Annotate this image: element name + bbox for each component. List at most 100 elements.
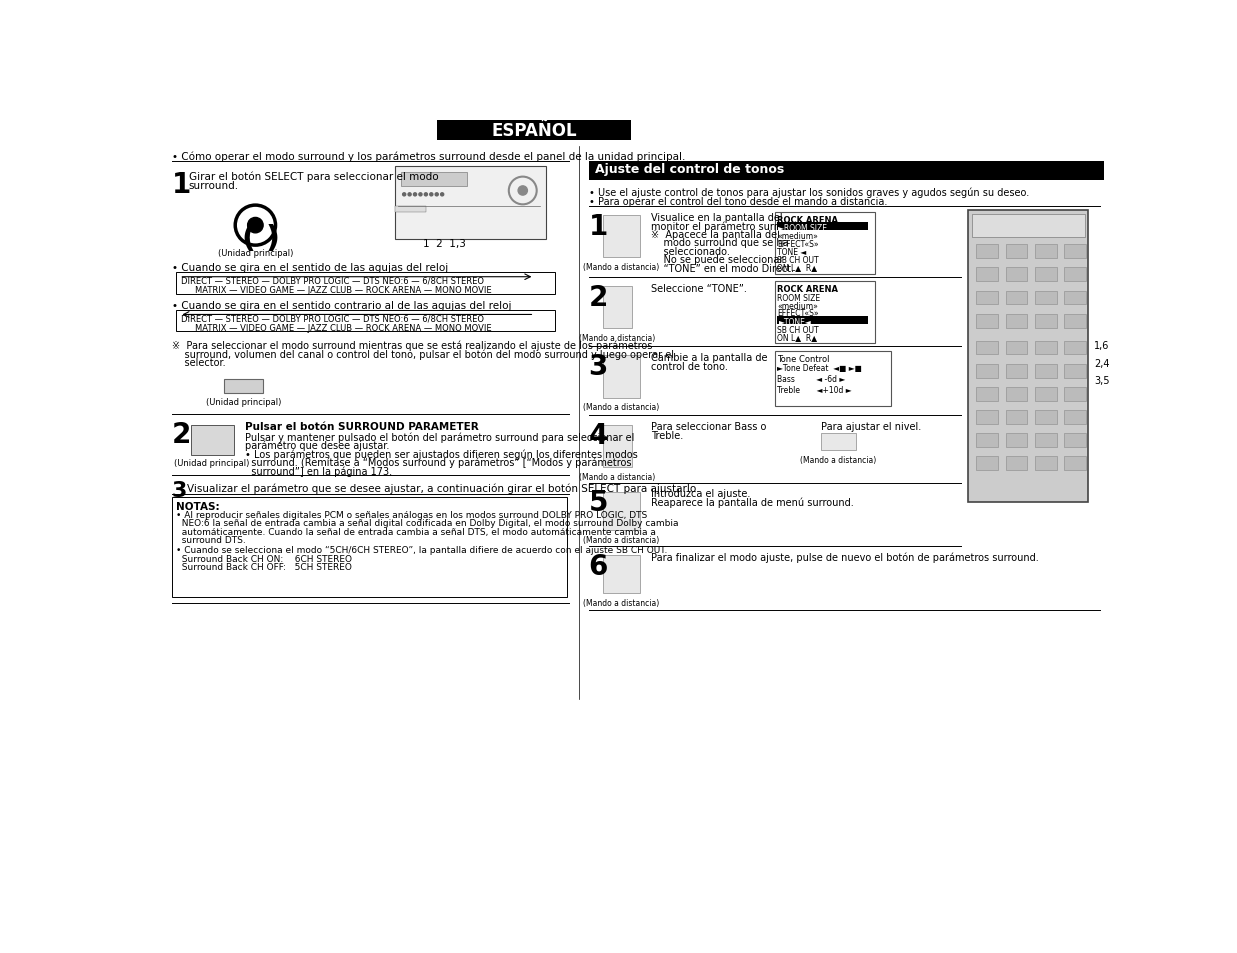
Text: control de tono.: control de tono. xyxy=(651,361,727,372)
Text: modo surround que se ha: modo surround que se ha xyxy=(651,238,788,248)
Text: 2,4: 2,4 xyxy=(1094,359,1110,369)
Bar xyxy=(777,316,868,324)
Text: ROCK ARENA: ROCK ARENA xyxy=(777,285,837,294)
Circle shape xyxy=(440,193,444,196)
Text: surround, volumen del canal o control del tono, pulsar el botón del modo surroun: surround, volumen del canal o control de… xyxy=(172,349,674,359)
Text: (Mando a distancia): (Mando a distancia) xyxy=(583,263,659,272)
Text: automáticamente. Cuando la señal de entrada cambia a señal DTS, el modo automáti: automáticamente. Cuando la señal de entr… xyxy=(176,527,656,537)
Text: Para finalizar el modo ajuste, pulse de nuevo el botón de parámetros surround.: Para finalizar el modo ajuste, pulse de … xyxy=(651,552,1038,562)
Bar xyxy=(976,364,998,378)
Bar xyxy=(976,411,998,424)
Circle shape xyxy=(518,187,527,196)
Text: EFFECT«S»: EFFECT«S» xyxy=(777,309,819,318)
Text: Ajuste del control de tonos: Ajuste del control de tonos xyxy=(595,163,784,175)
Bar xyxy=(602,555,640,594)
Bar xyxy=(176,311,555,332)
Text: 3: 3 xyxy=(589,353,609,381)
Bar xyxy=(1035,341,1056,355)
Bar xyxy=(1006,364,1027,378)
Text: ►ROOM SIZE: ►ROOM SIZE xyxy=(778,224,828,233)
Bar xyxy=(1035,268,1056,282)
Text: 5: 5 xyxy=(589,489,609,517)
Circle shape xyxy=(413,193,417,196)
Bar xyxy=(1065,388,1086,401)
Text: Surround Back CH OFF:   5CH STEREO: Surround Back CH OFF: 5CH STEREO xyxy=(176,563,351,572)
Text: NEO:6 la señal de entrada cambia a señal digital codificada en Dolby Digital, el: NEO:6 la señal de entrada cambia a señal… xyxy=(176,519,678,528)
Text: Tone Control: Tone Control xyxy=(777,355,830,363)
Text: 6: 6 xyxy=(589,552,609,580)
Text: • Los parámetros que pueden ser ajustados difieren según los diferentes modos: • Los parámetros que pueden ser ajustado… xyxy=(245,449,638,459)
Text: (Unidad principal): (Unidad principal) xyxy=(218,249,293,258)
Bar xyxy=(401,172,466,187)
Circle shape xyxy=(408,193,411,196)
Bar xyxy=(1035,434,1056,447)
Circle shape xyxy=(435,193,438,196)
Text: Pulsar el botón SURROUND PARAMETER: Pulsar el botón SURROUND PARAMETER xyxy=(245,421,479,432)
Text: surround”] en la página 173.: surround”] en la página 173. xyxy=(245,466,392,476)
Bar xyxy=(976,245,998,259)
Circle shape xyxy=(424,193,428,196)
Bar xyxy=(1035,314,1056,328)
Text: (Mando a distancia): (Mando a distancia) xyxy=(583,403,659,412)
Text: 1: 1 xyxy=(172,171,190,198)
Text: parámetro que desee ajustar.: parámetro que desee ajustar. xyxy=(245,440,390,451)
Text: • Cómo operar el modo surround y los parámetros surround desde el panel de la un: • Cómo operar el modo surround y los par… xyxy=(172,152,685,162)
Text: (Mando a distancia): (Mando a distancia) xyxy=(579,334,656,342)
Text: surround DTS.: surround DTS. xyxy=(176,536,245,545)
Bar xyxy=(1065,268,1086,282)
Text: ROOM SIZE: ROOM SIZE xyxy=(777,294,820,302)
Text: ON L▲  R▲: ON L▲ R▲ xyxy=(777,333,818,342)
Text: 2: 2 xyxy=(172,420,190,449)
Text: NOTAS:: NOTAS: xyxy=(176,501,219,511)
Bar xyxy=(976,268,998,282)
Text: surround. (Remítase a “Modos surround y parámetros” [“Modos y parámetros: surround. (Remítase a “Modos surround y … xyxy=(245,457,632,468)
Bar xyxy=(774,282,876,344)
Bar xyxy=(602,425,632,467)
Bar xyxy=(821,434,856,451)
Circle shape xyxy=(419,193,422,196)
Bar xyxy=(1035,364,1056,378)
Bar xyxy=(602,287,632,329)
Text: 1: 1 xyxy=(589,213,607,241)
Bar xyxy=(976,434,998,447)
Text: Reaparece la pantalla de menú surround.: Reaparece la pantalla de menú surround. xyxy=(651,497,854,508)
Text: • Cuando se gira en el sentido contrario al de las agujas del reloj: • Cuando se gira en el sentido contrario… xyxy=(172,300,511,311)
Circle shape xyxy=(402,193,406,196)
Text: DIRECT — STEREO — DOLBY PRO LOGIC — DTS NEO:6 — 6/8CH STEREO: DIRECT — STEREO — DOLBY PRO LOGIC — DTS … xyxy=(181,276,484,286)
Text: 2: 2 xyxy=(589,284,609,312)
Bar xyxy=(224,379,263,394)
Bar xyxy=(1035,456,1056,471)
Text: Pulsar y mantener pulsado el botón del parámetro surround para seleccionar el: Pulsar y mantener pulsado el botón del p… xyxy=(245,432,635,442)
Text: Cambie a la pantalla de: Cambie a la pantalla de xyxy=(651,353,767,363)
Text: monitor el parámetro surround.: monitor el parámetro surround. xyxy=(651,221,804,232)
Bar xyxy=(1065,292,1086,305)
Text: surround.: surround. xyxy=(189,180,239,191)
Text: EFFECT«S»: EFFECT«S» xyxy=(777,240,819,249)
Text: Para seleccionar Bass o: Para seleccionar Bass o xyxy=(651,422,766,432)
Bar xyxy=(1065,364,1086,378)
Text: Visualice en la pantalla del: Visualice en la pantalla del xyxy=(651,213,782,223)
Text: ESPAÑOL: ESPAÑOL xyxy=(491,122,578,140)
Bar xyxy=(1065,341,1086,355)
Bar xyxy=(777,223,868,231)
Text: selector.: selector. xyxy=(172,357,225,368)
Bar xyxy=(1065,314,1086,328)
Text: • Al reproducir señales digitales PCM o señales análogas en los modos surround D: • Al reproducir señales digitales PCM o … xyxy=(176,511,647,519)
Bar xyxy=(1035,411,1056,424)
Bar xyxy=(1006,341,1027,355)
Text: ►Tone Defeat  ◄■ ►■: ►Tone Defeat ◄■ ►■ xyxy=(777,364,862,373)
Bar xyxy=(1035,245,1056,259)
Text: • Cuando se selecciona el modo “5CH/6CH STEREO”, la pantalla difiere de acuerdo : • Cuando se selecciona el modo “5CH/6CH … xyxy=(176,546,667,555)
Text: (Mando a distancia): (Mando a distancia) xyxy=(800,456,876,464)
Bar xyxy=(774,213,876,274)
Text: ※  Apacece la pantalla del: ※ Apacece la pantalla del xyxy=(651,230,779,240)
Bar xyxy=(976,292,998,305)
Text: 3,5: 3,5 xyxy=(1094,375,1110,386)
Bar xyxy=(602,355,640,398)
Text: (Unidad principal): (Unidad principal) xyxy=(207,397,282,406)
Text: ►TONE◄: ►TONE◄ xyxy=(778,317,811,327)
Text: Seleccione “TONE”.: Seleccione “TONE”. xyxy=(651,284,746,294)
Text: ON L▲  R▲: ON L▲ R▲ xyxy=(777,263,818,272)
Text: Para ajustar el nivel.: Para ajustar el nivel. xyxy=(821,422,922,432)
Bar xyxy=(1006,411,1027,424)
